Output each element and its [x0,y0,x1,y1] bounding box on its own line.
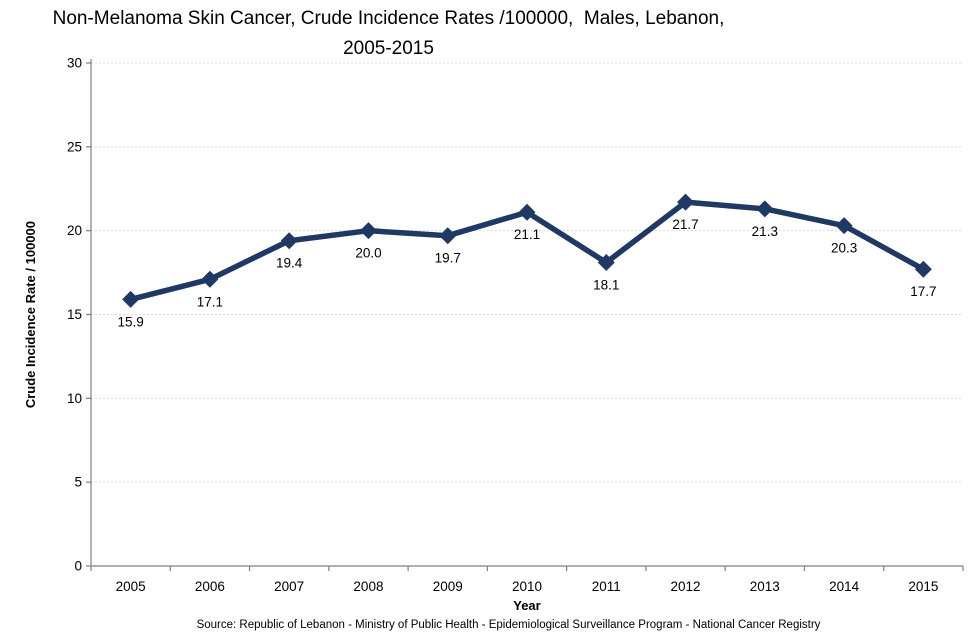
data-point-marker [677,193,695,211]
chart-title: Non-Melanoma Skin Cancer, Crude Incidenc… [18,4,759,64]
data-point-marker [280,232,298,250]
x-tick-label: 2006 [195,579,225,594]
source-note: Source: Republic of Lebanon - Ministry o… [196,619,821,631]
x-tick-label: 2010 [512,579,542,594]
y-tick-label: 30 [67,56,82,71]
data-point-marker [835,217,853,235]
x-tick-label: 2014 [829,579,860,594]
x-tick-label: 2011 [592,579,621,594]
data-label: 20.0 [355,246,381,261]
data-point-marker [359,222,377,240]
x-tick-label: 2012 [671,579,701,594]
y-tick-label: 25 [67,139,82,154]
data-label: 15.9 [117,314,143,329]
x-tick-label: 2008 [353,579,383,594]
data-label: 20.3 [831,241,857,256]
y-tick-label: 0 [74,559,82,574]
data-label: 18.1 [593,278,619,293]
data-label: 21.7 [672,217,698,232]
data-label: 17.1 [197,294,223,309]
x-tick-label: 2005 [116,579,146,594]
data-label: 17.7 [910,284,936,299]
data-point-marker [439,227,457,245]
data-label: 19.7 [435,251,461,266]
y-tick-label: 10 [67,391,82,406]
x-axis-title: Year [513,598,541,613]
chart-title-line-2: 2005-2015 [343,38,434,59]
x-tick-label: 2013 [750,579,780,594]
x-tick-label: 2009 [433,579,463,594]
y-tick-label: 20 [67,223,82,238]
data-point-marker [597,254,615,272]
data-label: 21.1 [514,227,540,242]
data-label: 19.4 [276,256,303,271]
chart-title-line-1: Non-Melanoma Skin Cancer, Crude Incidenc… [52,8,725,29]
data-point-marker [756,200,774,218]
data-point-marker [914,260,932,278]
y-tick-label: 15 [67,307,82,322]
x-tick-label: 2007 [274,579,304,594]
data-point-marker [518,203,536,221]
data-label: 21.3 [752,224,778,239]
x-tick-label: 2015 [908,579,938,594]
y-tick-label: 5 [74,475,82,490]
data-point-marker [122,290,140,308]
data-point-marker [201,270,219,288]
